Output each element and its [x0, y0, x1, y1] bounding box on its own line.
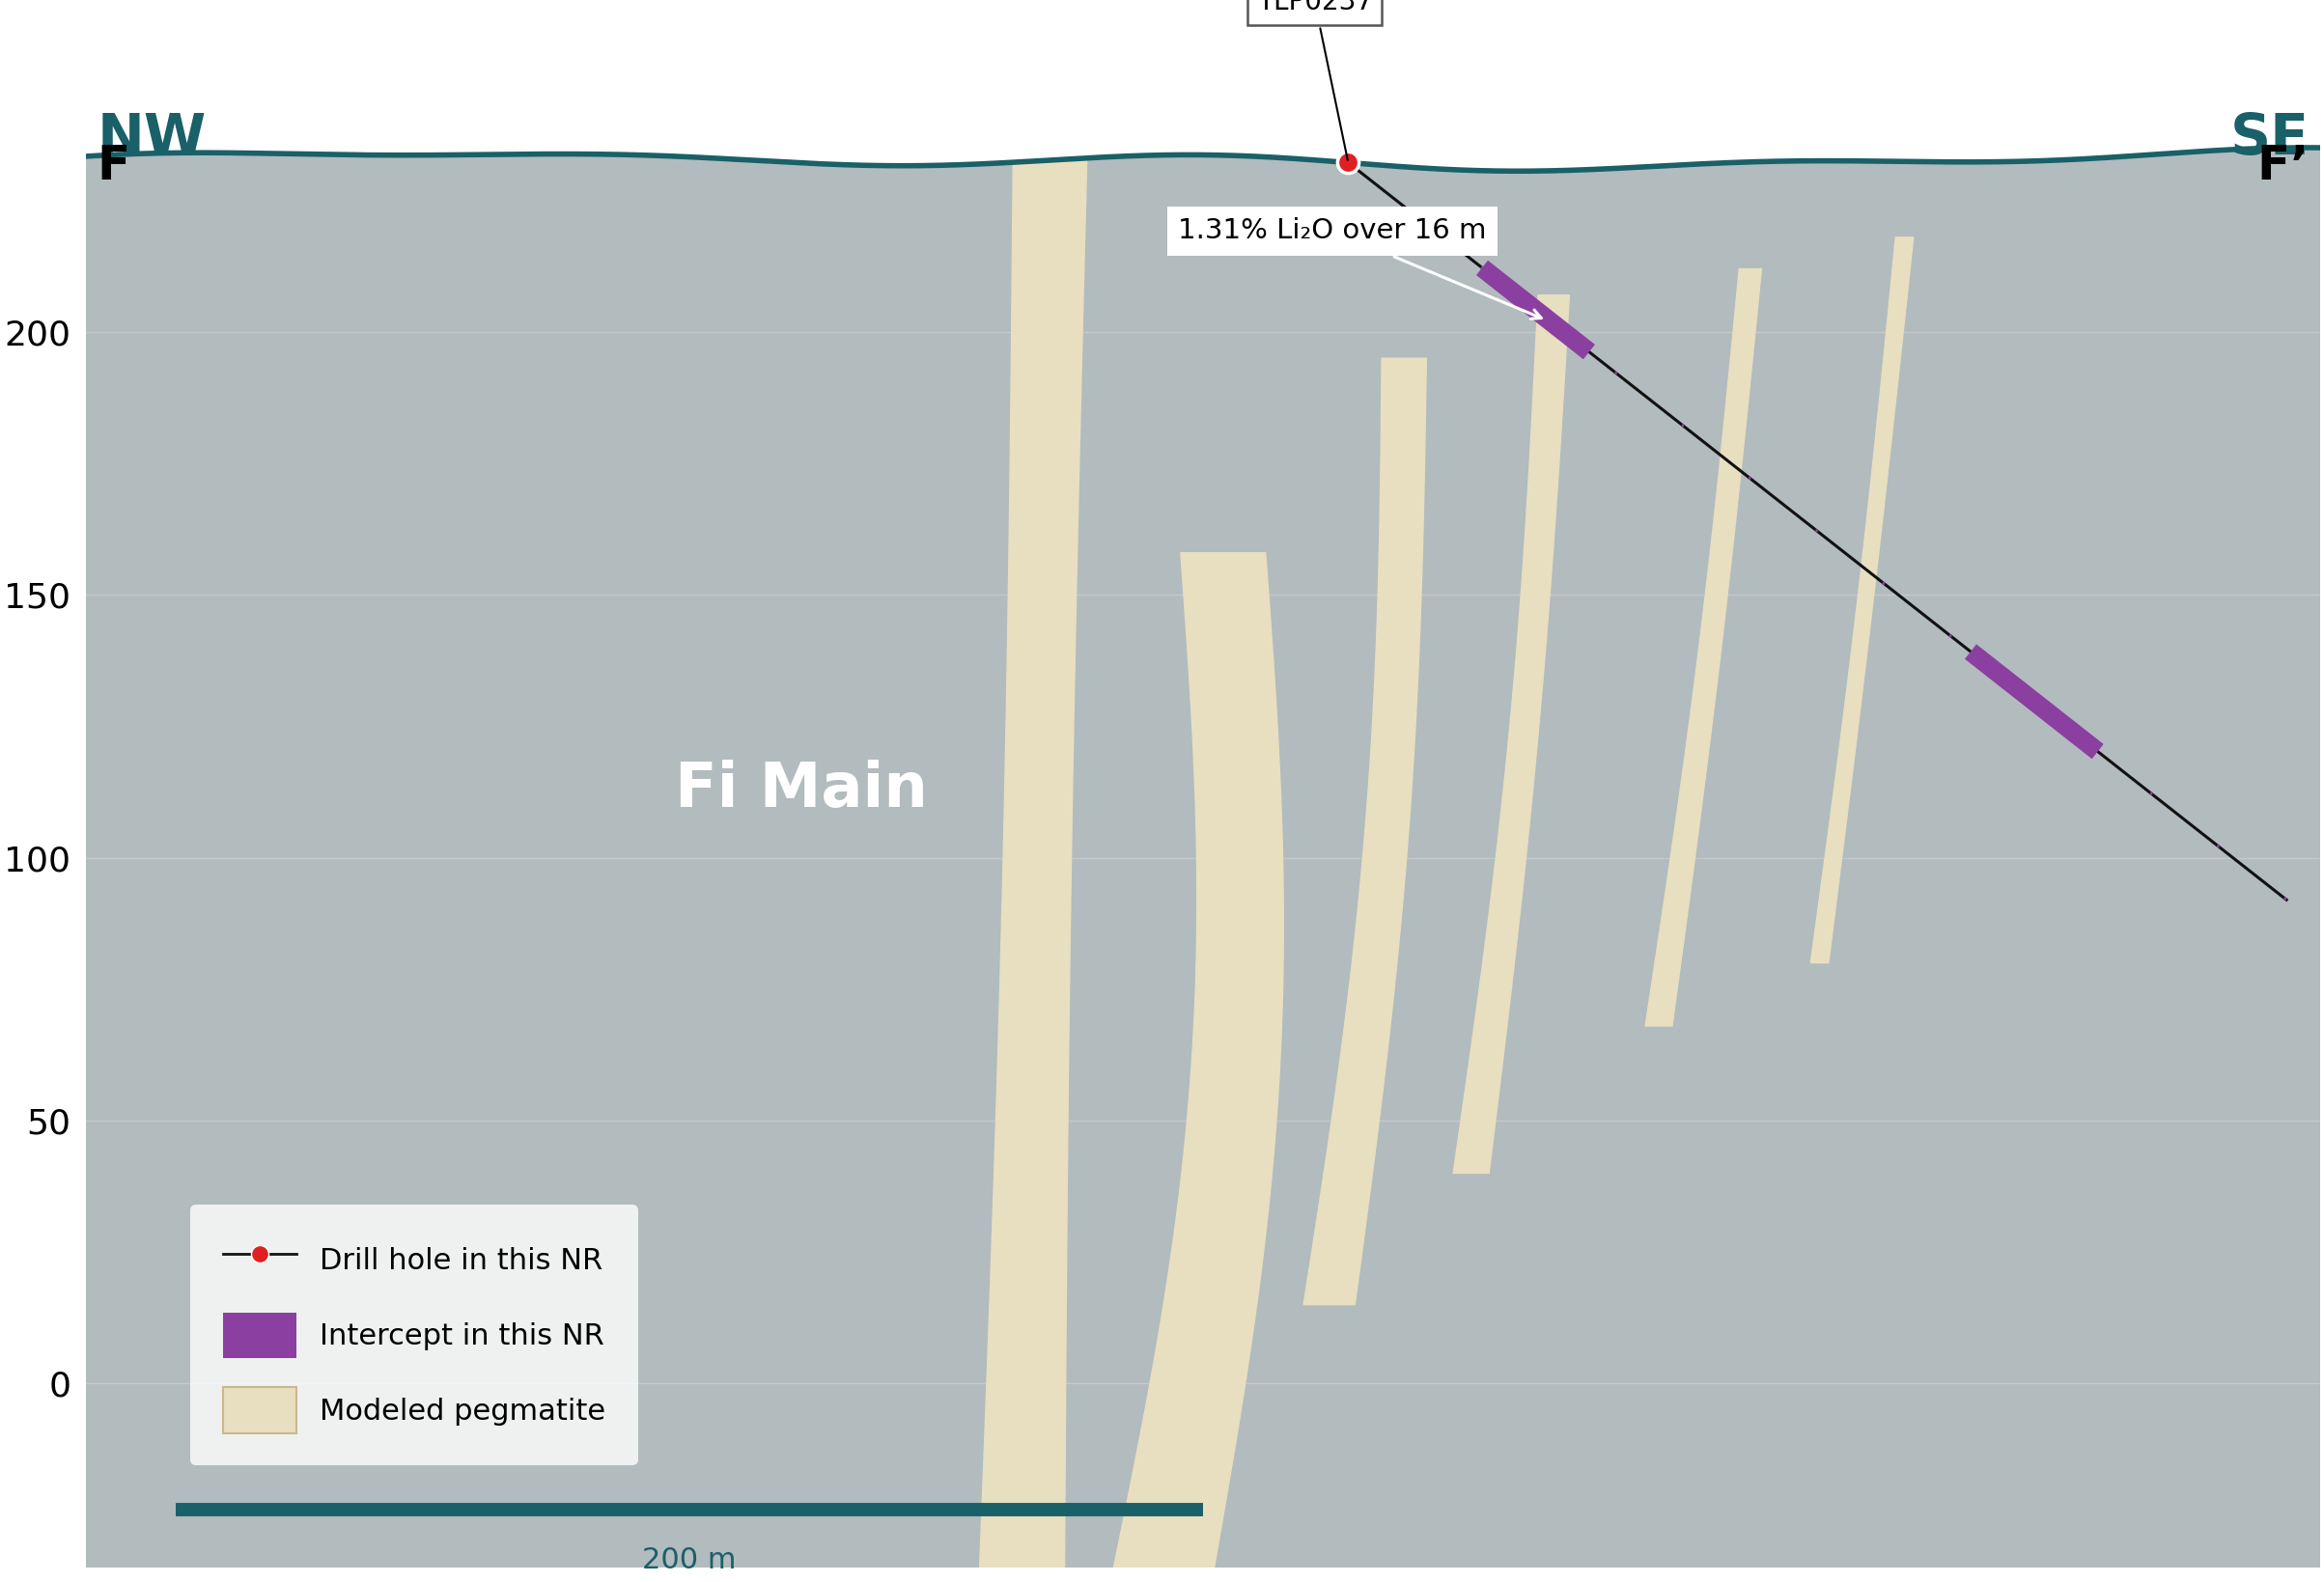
Polygon shape — [1452, 296, 1569, 1174]
Text: YLP0237: YLP0237 — [1257, 0, 1373, 160]
Polygon shape — [1645, 269, 1762, 1027]
Polygon shape — [981, 158, 1088, 1568]
Text: Fi Main: Fi Main — [674, 759, 927, 819]
Text: SE: SE — [2229, 111, 2308, 166]
Text: 200 m: 200 m — [641, 1547, 737, 1574]
Polygon shape — [1113, 552, 1283, 1568]
Text: F: F — [98, 142, 130, 188]
Text: NW: NW — [98, 111, 207, 166]
Text: 1.31% Li₂O over 16 m: 1.31% Li₂O over 16 m — [1178, 217, 1541, 320]
Text: F’: F’ — [2257, 142, 2308, 188]
Polygon shape — [1810, 237, 1913, 963]
Legend: Drill hole in this NR, Intercept in this NR, Modeled pegmatite: Drill hole in this NR, Intercept in this… — [191, 1205, 639, 1465]
Polygon shape — [1304, 358, 1427, 1305]
